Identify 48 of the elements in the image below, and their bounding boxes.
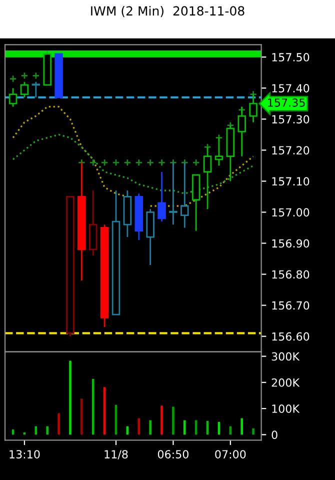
point — [158, 158, 166, 166]
bar — [172, 406, 174, 435]
bar — [138, 418, 140, 435]
y-tick-label: 157.30 — [272, 115, 310, 124]
x-tick-label: 11/8 — [104, 450, 128, 460]
y-tick-label: 157.10 — [272, 177, 310, 186]
y-tick-label: 100K — [272, 404, 300, 413]
y-tick-label: 156.60 — [272, 332, 310, 341]
y-tick-label: 156.90 — [272, 239, 310, 248]
point — [32, 72, 40, 80]
point — [135, 158, 143, 166]
y-tick-label: 157.00 — [272, 208, 310, 217]
bar — [240, 418, 243, 435]
bar — [58, 413, 60, 435]
candlestick — [8, 87, 18, 108]
text: 157.35 — [268, 98, 305, 107]
point — [112, 158, 120, 166]
bar — [184, 420, 186, 435]
y-tick-label: 157.40 — [272, 84, 310, 92]
bar — [252, 428, 254, 435]
x-tick-label: 06:50 — [158, 450, 188, 458]
y-tick-label: 0 — [272, 430, 278, 440]
line-series — [12, 134, 254, 194]
point — [20, 72, 28, 80]
x-tick-label: 07:00 — [215, 450, 246, 458]
point — [9, 74, 17, 83]
y-tick-label: 157.20 — [272, 146, 310, 155]
point — [146, 158, 154, 166]
chart-title: IWM (2 Min) 2018-11-08 — [91, 6, 244, 18]
bar — [92, 379, 94, 435]
y-tick-label: 156.70 — [272, 301, 310, 310]
y-tick-label: 300K — [272, 352, 300, 361]
bar — [69, 360, 72, 435]
candlestick — [32, 81, 40, 98]
point — [89, 158, 97, 166]
x-tick-label: 13:10 — [10, 450, 40, 458]
bar — [160, 406, 163, 435]
y-tick-label: 200K — [272, 378, 300, 387]
bar — [46, 426, 48, 435]
y-tick-label: 156.80 — [272, 270, 310, 279]
candlestick — [20, 81, 29, 98]
bar — [149, 420, 152, 435]
point — [124, 158, 132, 166]
point — [192, 158, 200, 166]
candlestick — [158, 171, 166, 222]
bar — [80, 398, 83, 435]
y-tick-label: 157.50 — [272, 53, 310, 62]
point — [100, 158, 108, 166]
